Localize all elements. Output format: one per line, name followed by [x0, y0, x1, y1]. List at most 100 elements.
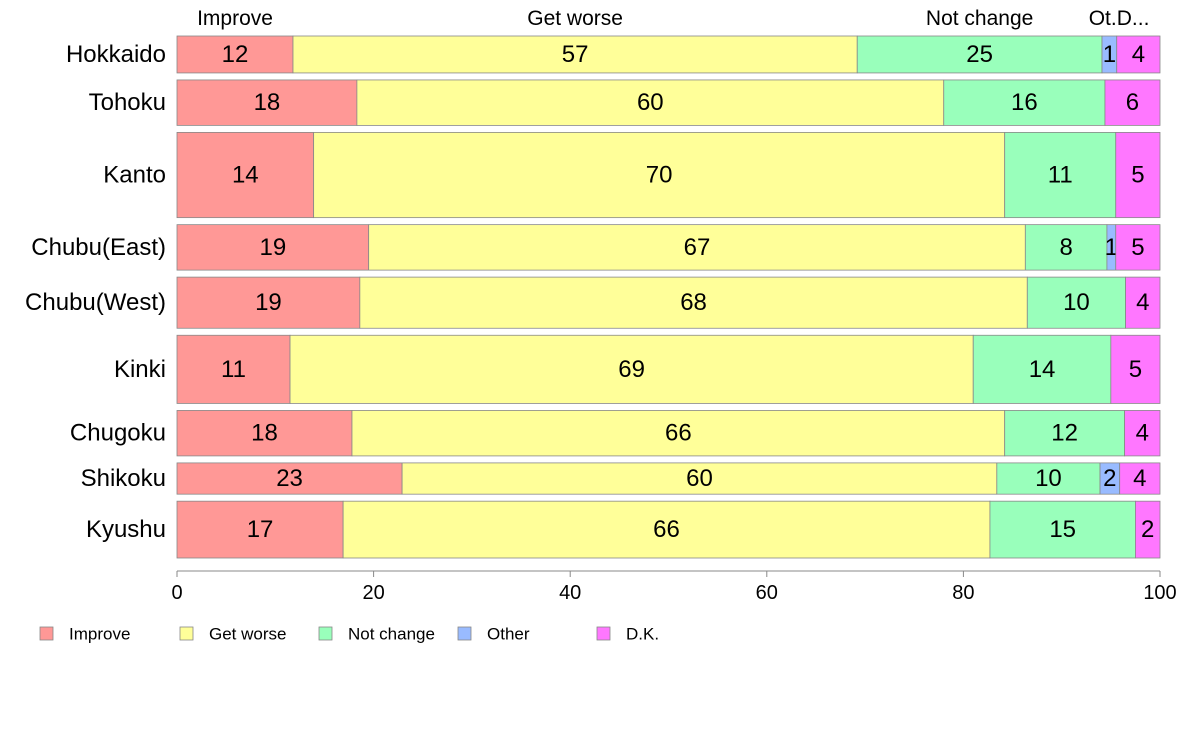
data-label: 12 [222, 41, 249, 68]
column-header: Improve [197, 7, 273, 30]
category-label: Chubu(West) [25, 289, 166, 316]
data-label: 15 [1049, 516, 1076, 543]
data-label: 1 [1103, 41, 1116, 68]
bar-segment [342, 500, 991, 559]
x-tick-label: 80 [952, 582, 974, 604]
data-label: 67 [684, 234, 711, 261]
bar-segment [1119, 462, 1161, 495]
data-label: 8 [1059, 234, 1072, 261]
bar-segment [401, 462, 998, 495]
data-label: 60 [637, 89, 664, 116]
legend-label: Other [487, 625, 530, 644]
legend-swatch [457, 626, 472, 641]
bar-segment [351, 410, 1006, 457]
data-label: 2 [1141, 516, 1154, 543]
legend-swatch [39, 626, 54, 641]
bar-segment [176, 224, 370, 271]
data-label: 10 [1063, 289, 1090, 316]
data-label: 68 [680, 289, 707, 316]
column-header: Get worse [527, 7, 623, 30]
category-label: Chubu(East) [31, 234, 166, 261]
bar-segment [1104, 79, 1161, 126]
bar-segment [1115, 132, 1161, 219]
bar-segment [856, 35, 1103, 74]
category-label: Kanto [103, 162, 166, 189]
bar-segment [1124, 410, 1161, 457]
bar-segment [1135, 500, 1161, 559]
bar-segment [176, 79, 358, 126]
column-header: D... [1117, 7, 1150, 30]
data-label: 10 [1035, 465, 1062, 492]
data-label: 4 [1132, 41, 1145, 68]
data-label: 66 [653, 516, 680, 543]
bar-segment [1115, 224, 1161, 271]
data-label: 69 [618, 356, 645, 383]
data-label: 1 [1105, 234, 1118, 261]
bar-segment [1116, 35, 1161, 74]
data-label: 18 [254, 89, 281, 116]
data-label: 66 [665, 420, 692, 447]
category-label: Hokkaido [66, 41, 166, 68]
data-label: 70 [646, 162, 673, 189]
column-header: Not change [926, 7, 1033, 30]
bar-segment [176, 462, 403, 495]
bar-segment [1110, 334, 1161, 404]
bar-segment [292, 35, 858, 74]
legend-label: D.K. [626, 625, 659, 644]
category-label: Chugoku [70, 420, 166, 447]
bar-segment [313, 132, 1006, 219]
legend-label: Get worse [209, 625, 286, 644]
data-label: 11 [1048, 162, 1073, 189]
legend-swatch [596, 626, 611, 641]
data-label: 57 [562, 41, 589, 68]
bar-segment [356, 79, 945, 126]
data-label: 2 [1103, 465, 1116, 492]
data-label: 19 [259, 234, 286, 261]
bar-segment [289, 334, 974, 404]
data-label: 14 [1029, 356, 1056, 383]
data-label: 5 [1131, 234, 1144, 261]
bar-segment [972, 334, 1112, 404]
category-label: Tohoku [89, 89, 166, 116]
bar-segment [176, 35, 294, 74]
data-label: 60 [686, 465, 713, 492]
data-label: 5 [1131, 162, 1144, 189]
column-header: Ot. [1089, 7, 1117, 30]
x-tick-label: 20 [362, 582, 384, 604]
data-label: 16 [1011, 89, 1038, 116]
bar-segment [1024, 224, 1108, 271]
data-label: 5 [1129, 356, 1142, 383]
bar-segment [996, 462, 1101, 495]
data-label: 23 [276, 465, 303, 492]
x-tick-label: 40 [559, 582, 581, 604]
data-label: 12 [1051, 420, 1078, 447]
data-label: 18 [251, 420, 278, 447]
data-label: 25 [966, 41, 993, 68]
data-label: 4 [1136, 289, 1149, 316]
bar-segment [943, 79, 1106, 126]
bar-segment [176, 410, 353, 457]
x-tick-label: 0 [171, 582, 182, 604]
data-label: 14 [232, 162, 259, 189]
bar-segment [176, 500, 344, 559]
legend-swatch [179, 626, 194, 641]
x-tick-label: 60 [756, 582, 778, 604]
bar-segment [176, 334, 291, 404]
legend-swatch [318, 626, 333, 641]
data-label: 4 [1133, 465, 1146, 492]
data-label: 19 [255, 289, 282, 316]
bar-segment [1026, 276, 1126, 329]
data-label: 11 [221, 356, 246, 383]
category-label: Shikoku [81, 465, 166, 492]
data-label: 17 [247, 516, 274, 543]
x-tick-label: 100 [1143, 582, 1176, 604]
data-label: 6 [1126, 89, 1139, 116]
legend-label: Improve [69, 625, 130, 644]
bar-segment [176, 132, 315, 219]
bar-segment [176, 276, 361, 329]
data-label: 4 [1136, 420, 1149, 447]
category-label: Kyushu [86, 516, 166, 543]
category-label: Kinki [114, 356, 166, 383]
bar-segment [989, 500, 1136, 559]
